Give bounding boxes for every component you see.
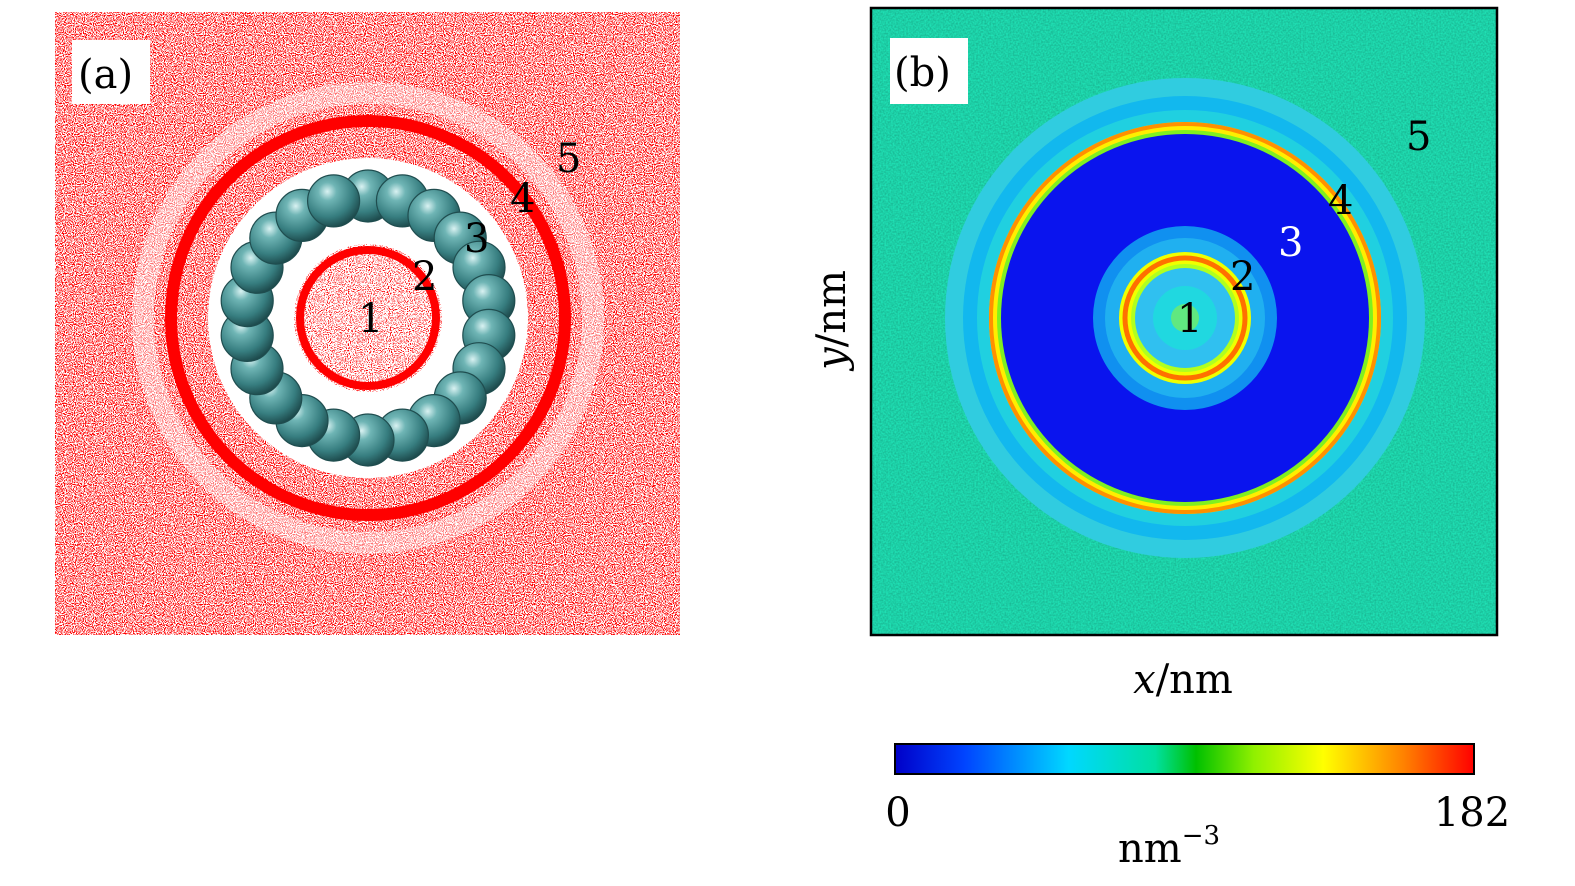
heatmap-frame bbox=[869, 6, 1499, 637]
panel-b-region-label-5: 5 bbox=[1406, 114, 1431, 160]
panel-a-region-label-1: 1 bbox=[358, 296, 383, 342]
panel-a bbox=[55, 12, 680, 635]
panel-b-region-label-4: 4 bbox=[1328, 178, 1353, 224]
panel-b-tag: (b) bbox=[894, 50, 951, 96]
colorbar-min-label: 0 bbox=[885, 790, 910, 836]
heatmap-core bbox=[1171, 304, 1199, 332]
panel-b-region-label-1: 1 bbox=[1177, 296, 1202, 342]
panel-b-region-label-3: 3 bbox=[1278, 220, 1303, 266]
panel-b-tag-box bbox=[890, 38, 968, 104]
dense-ring-4 bbox=[165, 115, 571, 521]
panel-b bbox=[871, 8, 1497, 635]
panel-a-region-label-5: 5 bbox=[556, 136, 581, 182]
panel-a-tag-box bbox=[72, 40, 150, 104]
nanotube-bead bbox=[307, 174, 361, 228]
panel-a-region-label-2: 2 bbox=[412, 254, 437, 300]
nanotube-ring bbox=[220, 169, 516, 467]
colorbar-unit: nm−3 bbox=[1118, 821, 1220, 872]
panel-a-region-label-4: 4 bbox=[510, 176, 535, 222]
depletion-halo bbox=[132, 82, 604, 554]
heatmap-ring-4-core bbox=[989, 122, 1381, 514]
heatmap-ring-2-core bbox=[1122, 255, 1248, 381]
y-axis-label: y/nm bbox=[809, 270, 855, 372]
x-axis-label: x/nm bbox=[1133, 657, 1233, 703]
inner-core-particles bbox=[294, 244, 442, 392]
panel-a-tag: (a) bbox=[78, 52, 133, 98]
colorbar bbox=[894, 743, 1475, 775]
panel-b-region-label-2: 2 bbox=[1230, 254, 1255, 300]
colorbar-max-label: 182 bbox=[1434, 790, 1510, 836]
panel-a-region-label-3: 3 bbox=[464, 216, 489, 262]
inner-dense-ring bbox=[296, 246, 440, 390]
